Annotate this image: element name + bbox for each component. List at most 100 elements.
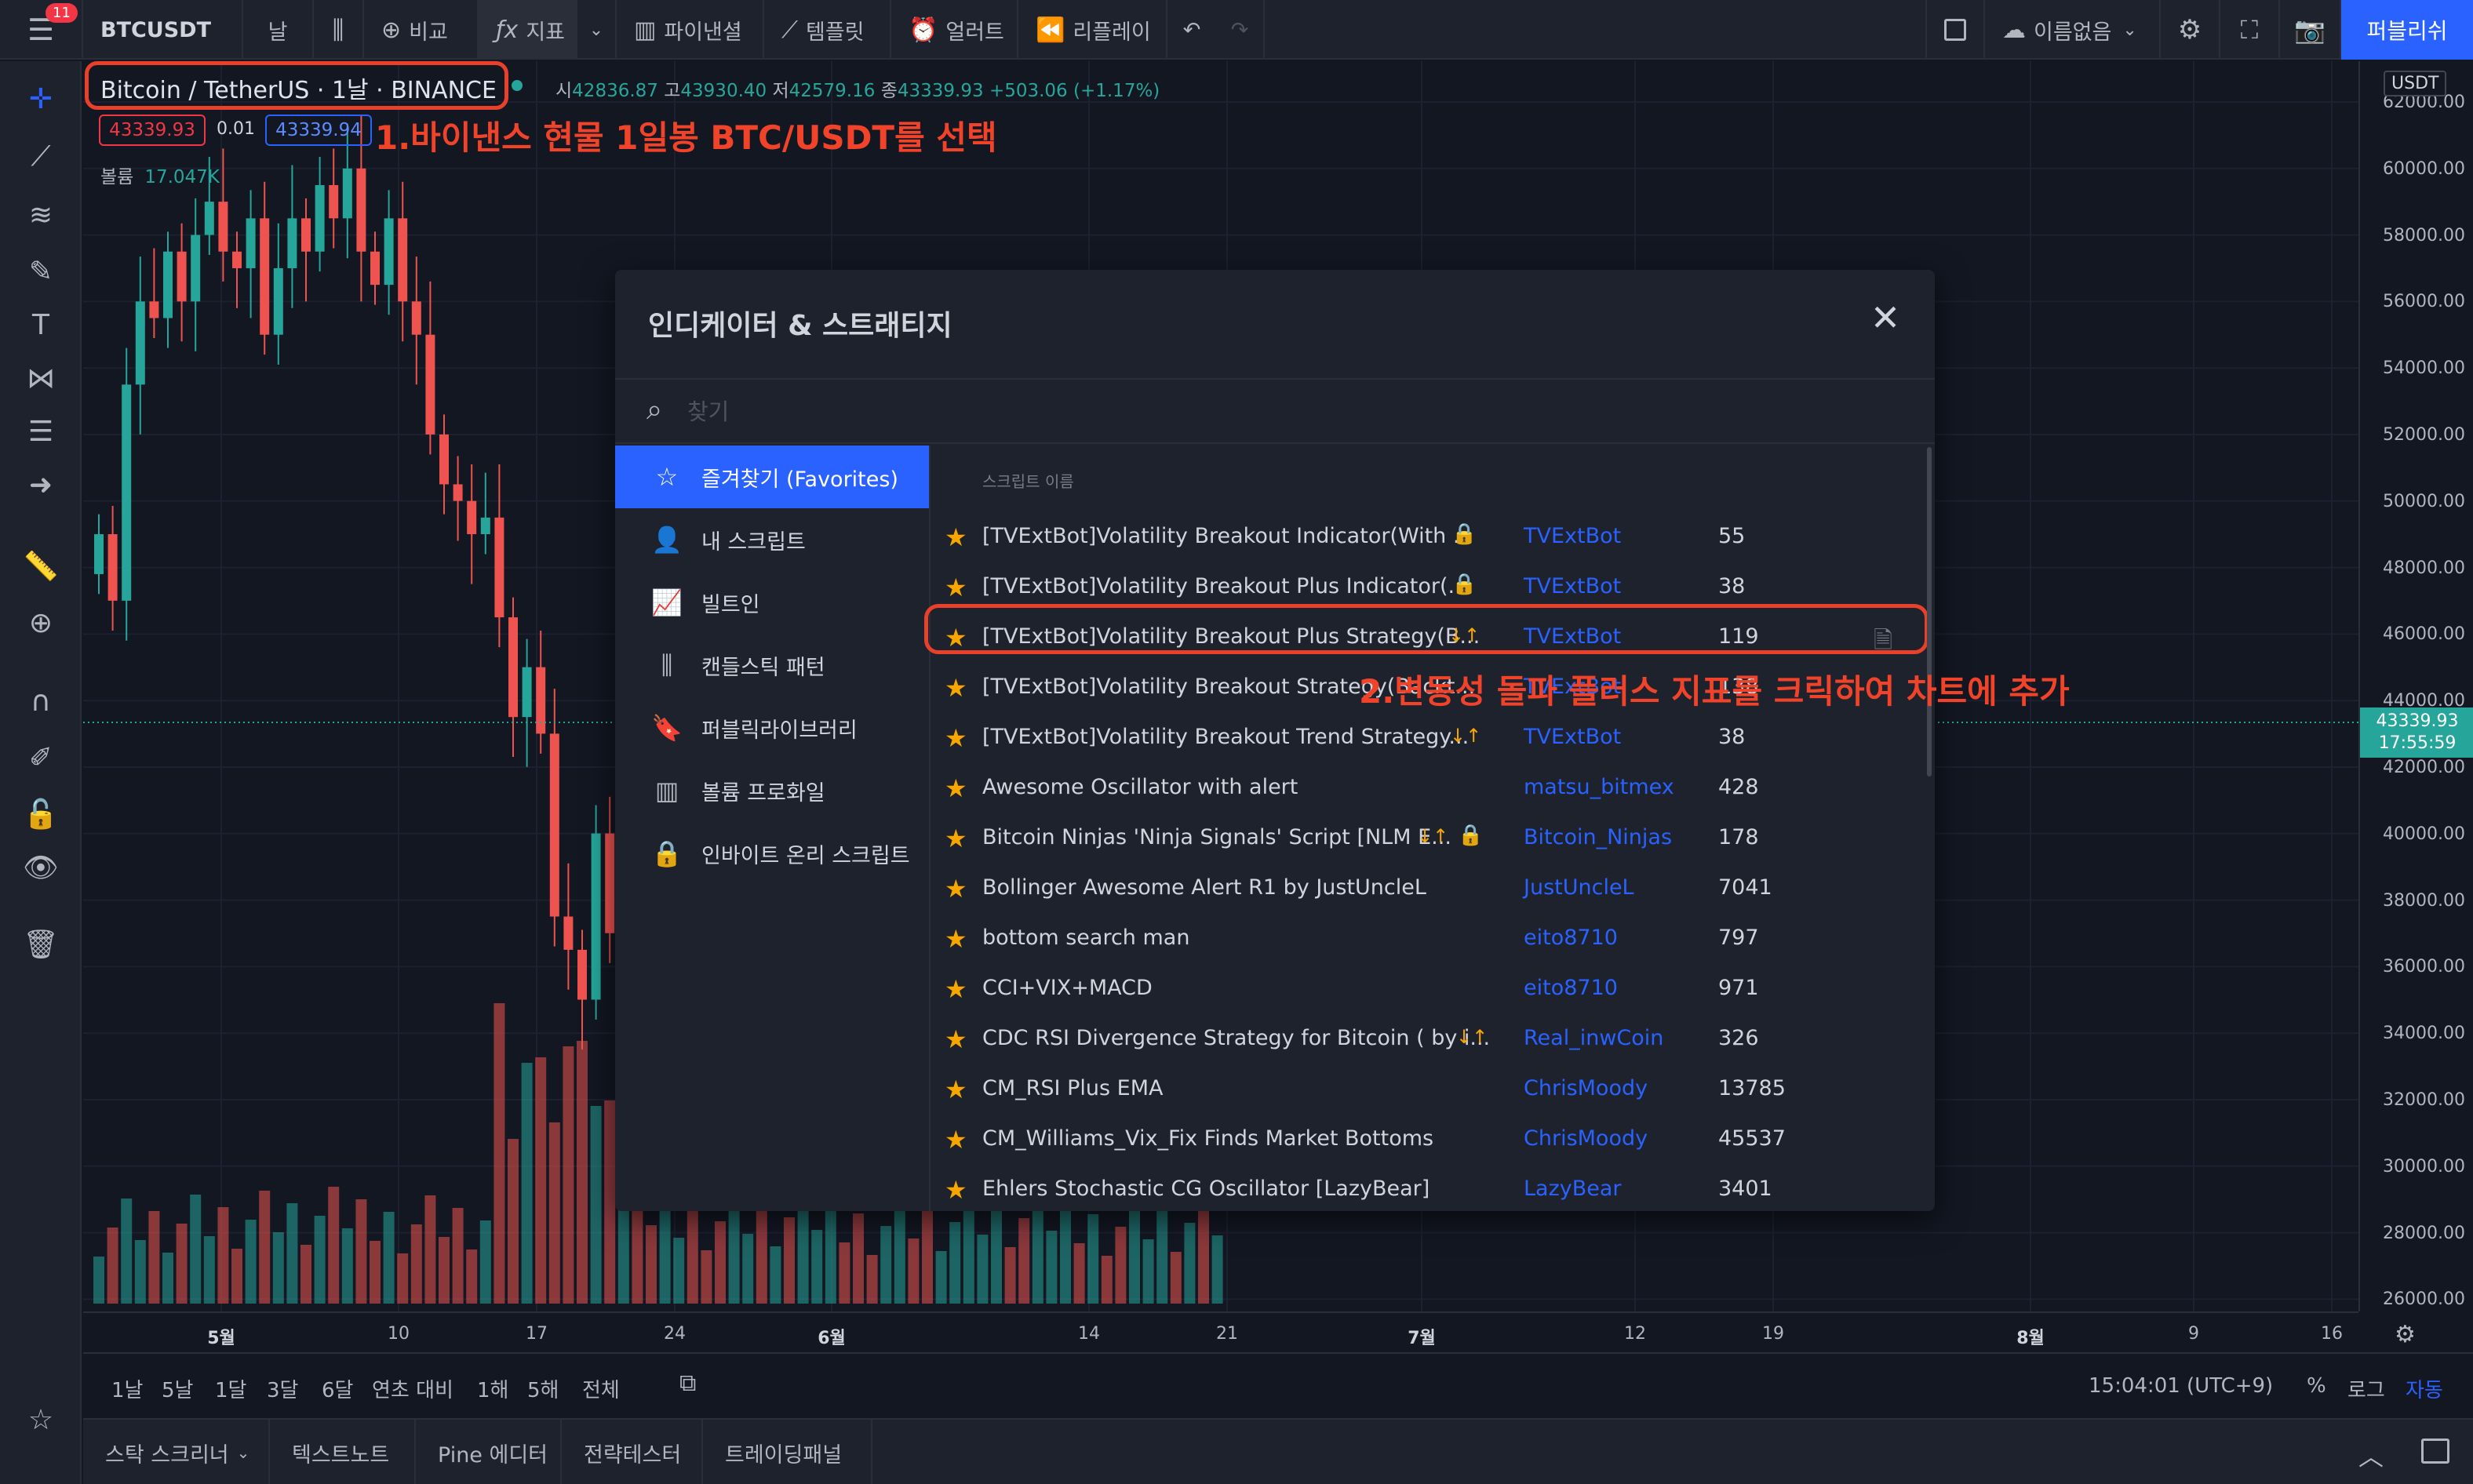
favorite-star-icon[interactable]: ★ [945,623,967,653]
list-item[interactable]: ★ CM_RSI Plus EMA ChrisMoody 13785 [931,1064,1921,1114]
list-scrollbar[interactable] [1927,447,1932,777]
author-link[interactable]: matsu_bitmex [1524,775,1674,799]
goto-date-icon[interactable]: ⧉ [679,1369,697,1397]
ruler-icon[interactable]: 📏 [23,551,59,583]
range-button[interactable]: 1달 [215,1379,247,1402]
range-button[interactable]: 3달 [267,1379,299,1402]
favorite-star-icon[interactable]: ★ [945,522,967,552]
screenshot-button[interactable]: 📷 [2280,0,2341,60]
author-link[interactable]: Real_inwCoin [1524,1026,1664,1050]
author-link[interactable]: ChrisMoody [1524,1076,1648,1100]
fib-icon[interactable]: ≋ [28,198,53,231]
sidebar-item-1[interactable]: 👤 내 스크립트 [615,508,929,571]
list-item[interactable]: ★ CM_Williams_Vix_Fix Finds Market Bottom… [931,1114,1921,1164]
trend-line-icon[interactable]: ⟋ [31,140,51,173]
list-item[interactable]: ★ Bitcoin Ninjas 'Ninja Signals' Script [… [931,813,1921,863]
range-button[interactable]: 1날 [111,1379,144,1402]
watchlist-star-icon[interactable]: ☆ [27,1403,54,1436]
author-link[interactable]: TVExtBot [1524,524,1622,548]
prediction-icon[interactable]: ☰ [27,415,54,448]
range-button[interactable]: 연초 대비 [372,1379,453,1402]
undo-button[interactable]: ↶ [1167,0,1216,60]
list-item[interactable]: ★ CCI+VIX+MACD eito8710 971 [931,963,1921,1013]
time-scale[interactable]: 5월 10 17 24 6월 14 21 7월 12 19 8월 9 16 ⚙ [83,1311,2416,1352]
list-item[interactable]: ★ CDC RSI Divergence Strategy for Bitcoin… [931,1013,1921,1064]
list-item[interactable]: ★ Bollinger Awesome Alert R1 by JustUncle… [931,863,1921,913]
range-button[interactable]: 6달 [322,1379,354,1402]
compare-button[interactable]: ⊕ 비교 [364,0,479,60]
favorite-star-icon[interactable]: ★ [945,824,967,853]
chart-settings-gear-icon[interactable]: ⚙ [2395,1321,2416,1348]
buy-button[interactable]: 43339.94 [265,115,372,146]
chart-type-button[interactable]: ⫼ [314,0,364,60]
unlock-icon[interactable]: 🔓 [23,798,59,831]
crosshair-icon[interactable]: ✛ [28,82,53,115]
list-item[interactable]: ★ [TVExtBot]Volatility Breakout Indicator… [931,511,1921,562]
sidebar-item-2[interactable]: 📈 빌트인 [615,571,929,634]
fullscreen-button[interactable]: ⛶ [2220,0,2280,60]
trash-icon[interactable]: 🗑 [23,929,59,961]
search-input[interactable] [687,392,1864,431]
sidebar-item-4[interactable]: 🔖 퍼블릭라이브러리 [615,697,929,759]
author-link[interactable]: TVExtBot [1524,624,1622,649]
bottom-tab[interactable]: 전략테스터 [562,1420,703,1484]
sidebar-item-3[interactable]: ⫼ 캔들스틱 패턴 [615,634,929,697]
list-item[interactable]: ★ Ehlers Stochastic CG Oscillator [LazyBe… [931,1164,1921,1211]
percent-toggle[interactable]: % [2307,1374,2326,1398]
favorite-star-icon[interactable]: ★ [945,573,967,602]
volume-legend[interactable]: 볼륨 17.047K [100,162,220,188]
indicators-button[interactable]: ƒx 지표 [479,0,577,60]
interval-button[interactable]: 날 [243,0,314,60]
bottom-tab[interactable]: 스탁 스크리너 ⌄ [83,1420,270,1484]
author-link[interactable]: LazyBear [1524,1177,1622,1201]
eye-icon[interactable]: 👁 [23,852,59,884]
clock-display[interactable]: 15:04:01 (UTC+9) [2089,1374,2274,1398]
lock-drawing-icon[interactable]: ✐ [28,741,53,774]
sidebar-item-0[interactable]: ☆ 즐겨찾기 (Favorites) [615,446,929,508]
range-button[interactable]: 전체 [582,1379,620,1402]
bottom-tab[interactable]: Pine 에디터 [416,1420,562,1484]
favorite-star-icon[interactable]: ★ [945,773,967,803]
magnet-icon[interactable]: ∩ [30,685,52,718]
author-link[interactable]: eito8710 [1524,976,1618,1000]
range-button[interactable]: 1해 [477,1379,509,1402]
brush-icon[interactable]: ✎ [28,255,53,288]
layout-select-button[interactable] [1925,0,1985,60]
arrow-left-icon[interactable]: ➜ [28,468,53,501]
favorite-star-icon[interactable]: ★ [945,1024,967,1054]
layout-name-button[interactable]: ☁ 이름없음 ⌄ [1985,0,2161,60]
favorite-star-icon[interactable]: ★ [945,974,967,1004]
zoom-in-icon[interactable]: ⊕ [28,606,53,639]
sidebar-item-5[interactable]: ▥ 볼륨 프로화일 [615,759,929,822]
financials-button[interactable]: ▥ 파이낸셜 [617,0,764,60]
favorite-star-icon[interactable]: ★ [945,924,967,954]
symbol-search-button[interactable]: BTCUSDT [83,0,243,60]
pattern-icon[interactable]: ⋈ [27,362,55,395]
favorite-star-icon[interactable]: ★ [945,1075,967,1104]
bottom-tab[interactable]: 트레이딩패널 [703,1420,872,1484]
redo-button[interactable]: ↷ [1216,0,1265,60]
settings-button[interactable]: ⚙ [2161,0,2220,60]
range-button[interactable]: 5해 [527,1379,559,1402]
symbol-title[interactable]: Bitcoin / TetherUS · 1날 · BINANCE [100,77,497,104]
price-scale[interactable]: USDT 62000.00 60000.00 58000.00 56000.00 540… [2358,61,2473,1311]
author-link[interactable]: JustUncleL [1524,875,1634,900]
sidebar-item-6[interactable]: 🔒 인바이트 온리 스크립트 [615,822,929,885]
collapse-panel-icon[interactable]: ︿ [2358,1442,2384,1471]
bottom-tab[interactable]: 텍스트노트 [270,1420,416,1484]
author-link[interactable]: ChrisMoody [1524,1126,1648,1151]
list-item[interactable]: ★ [TVExtBot]Volatility Breakout Trend Str… [931,712,1921,762]
favorite-star-icon[interactable]: ★ [945,673,967,703]
favorite-star-icon[interactable]: ★ [945,723,967,753]
range-button[interactable]: 5날 [162,1379,194,1402]
list-item[interactable]: ★ bottom search man eito8710 797 [931,913,1921,963]
main-menu-button[interactable]: ☰ 11 [0,0,83,60]
maximize-panel-icon[interactable] [2421,1439,2449,1464]
list-item[interactable]: ★ [TVExtBot]Volatility Breakout Strategy(… [931,662,1921,712]
list-item[interactable]: ★ [TVExtBot]Volatility Breakout Plus Indi… [931,562,1921,612]
document-icon[interactable]: 🗎 [1874,627,1893,654]
auto-toggle[interactable]: 자동 [2406,1379,2443,1402]
text-icon[interactable]: T [32,308,49,341]
log-toggle[interactable]: 로그 [2347,1379,2385,1402]
author-link[interactable]: TVExtBot [1524,675,1622,699]
